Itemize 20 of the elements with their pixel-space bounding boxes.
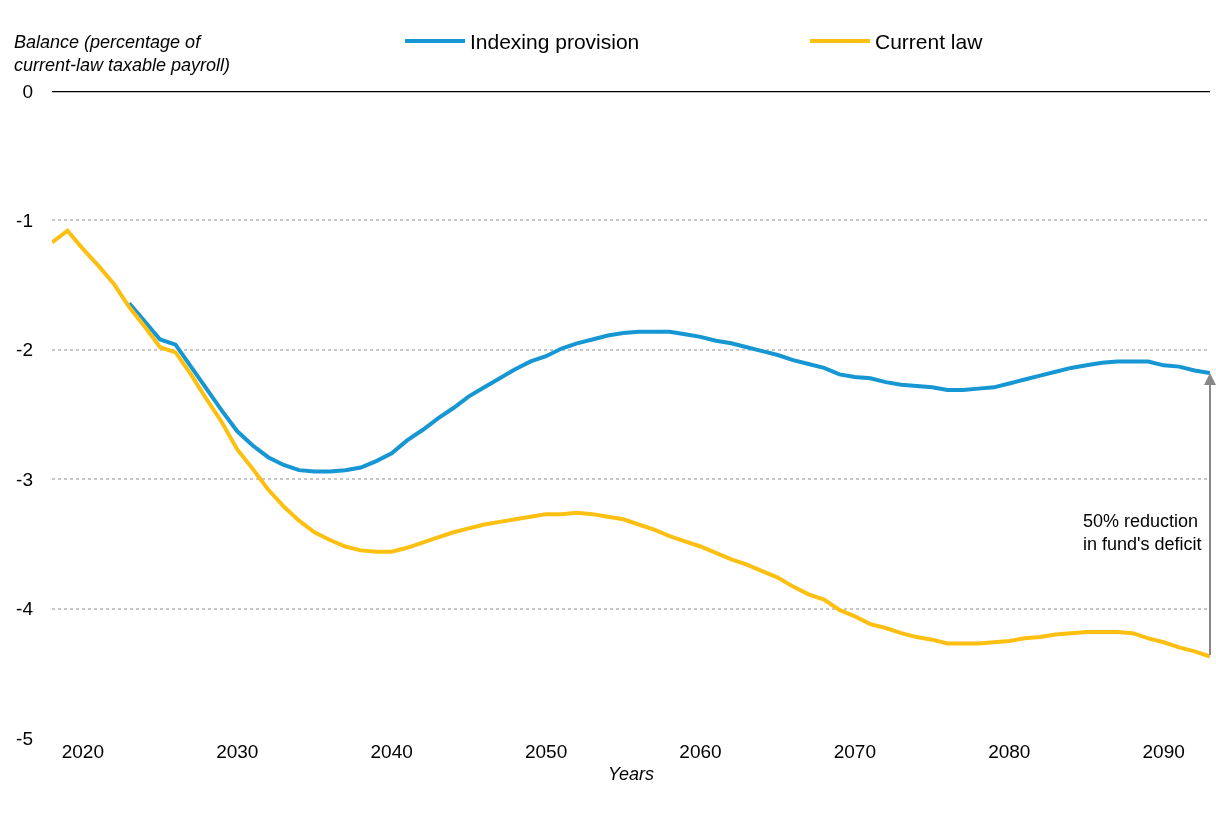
- y-axis-title: Balance (percentage of current-law taxable payroll): [14, 32, 231, 76]
- y-tick-label: -4: [16, 598, 34, 620]
- annotation: 50% reduction in fund's deficit: [1083, 511, 1202, 555]
- y-tick-label: -2: [16, 339, 33, 361]
- x-tick-label: 2040: [370, 741, 413, 762]
- x-tick-label: 2080: [988, 741, 1031, 762]
- legend-label: Current law: [875, 30, 984, 54]
- y-tick-label: -3: [16, 468, 33, 490]
- x-tick-label: 2070: [833, 741, 877, 762]
- y-tick-label: -5: [16, 727, 33, 749]
- x-tick-label: 2060: [679, 741, 722, 762]
- x-tick-label: 2020: [61, 741, 105, 762]
- legend-label: Indexing provision: [470, 30, 640, 54]
- x-tick-label: 2050: [524, 741, 568, 762]
- y-tick-label: -1: [16, 210, 33, 232]
- line-series: [52, 228, 1210, 659]
- x-axis-title: Years: [607, 764, 655, 785]
- y-tick-label: 0: [22, 80, 33, 102]
- x-tick-label: 2090: [1142, 741, 1185, 762]
- x-tick-label: 2030: [216, 741, 259, 762]
